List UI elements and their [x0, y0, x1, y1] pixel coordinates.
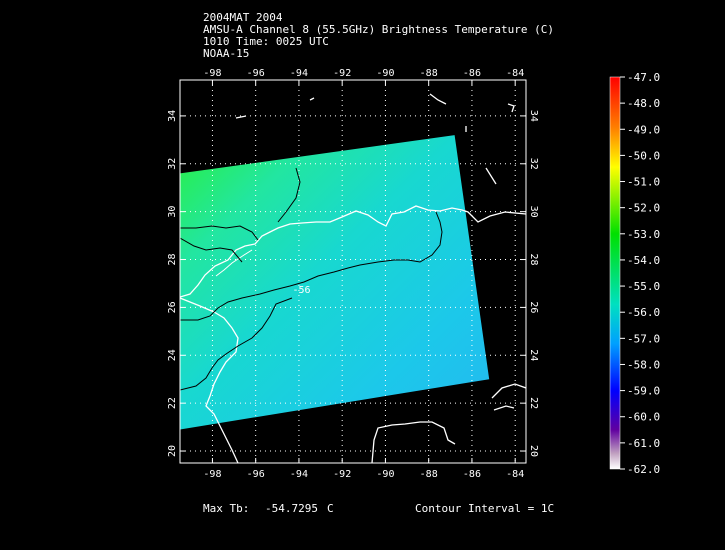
lon-label-top: -94 [290, 68, 308, 79]
colorbar-label: -48.0 [627, 97, 660, 110]
colorbar-label: -57.0 [627, 332, 660, 345]
lon-label-bottom: -98 [203, 469, 221, 480]
lon-label-bottom: -86 [463, 469, 481, 480]
colorbar-label: -47.0 [627, 71, 660, 84]
colorbar-label: -55.0 [627, 280, 660, 293]
lat-label-left: 24 [167, 349, 178, 361]
lon-label-bottom: -92 [333, 469, 351, 480]
colorbar-label: -61.0 [627, 437, 660, 450]
header-line-3: 1010 Time: 0025 UTC [203, 35, 329, 48]
lat-label-left: 32 [167, 158, 178, 170]
max-unit: C [327, 502, 334, 515]
lat-label-left: 26 [167, 301, 178, 313]
lat-label-right: 22 [528, 397, 539, 409]
lon-label-top: -84 [506, 68, 524, 79]
colorbar-ticks [620, 76, 625, 470]
lon-label-top: -88 [420, 68, 438, 79]
lon-label-bottom: -88 [420, 469, 438, 480]
lat-label-right: 20 [528, 445, 539, 457]
lat-label-right: 28 [528, 254, 539, 266]
lat-label-right: 24 [528, 349, 539, 361]
max-value: -54.7295 [265, 502, 318, 515]
colorbar-label: -60.0 [627, 411, 660, 424]
lon-label-top: -86 [463, 68, 481, 79]
lat-label-left: 28 [167, 254, 178, 266]
header-line-1: 2004MAT 2004 [203, 11, 283, 24]
colorbar [609, 76, 621, 470]
lon-label-top: -96 [247, 68, 265, 79]
lon-label-top: -92 [333, 68, 351, 79]
lon-label-top: -98 [203, 68, 221, 79]
colorbar-label: -54.0 [627, 254, 660, 267]
colorbar-label: -59.0 [627, 385, 660, 398]
colorbar-label: -56.0 [627, 306, 660, 319]
map-ticks [180, 80, 526, 463]
header-line-2: AMSU-A Channel 8 (55.5GHz) Brightness Te… [203, 23, 554, 36]
header-line-4: NOAA-15 [203, 47, 250, 60]
lat-label-left: 34 [167, 110, 178, 122]
colorbar-label: -49.0 [627, 123, 660, 136]
map-frame [179, 79, 527, 464]
colorbar-label: -62.0 [627, 463, 660, 476]
lat-label-right: 32 [528, 158, 539, 170]
lon-label-bottom: -84 [506, 469, 524, 480]
colorbar-label: -58.0 [627, 358, 660, 371]
colorbar-label: -53.0 [627, 228, 660, 241]
colorbar-label: -50.0 [627, 149, 660, 162]
lat-label-right: 26 [528, 301, 539, 313]
contour-lines [180, 167, 443, 391]
lat-label-left: 30 [167, 206, 178, 218]
contour-interval: Contour Interval = 1C [415, 502, 555, 515]
contour-label: -56 [292, 285, 310, 296]
max-label: Max Tb: [203, 502, 250, 515]
lat-label-right: 30 [528, 206, 539, 218]
satellite-swath [180, 135, 490, 430]
colorbar-labels: -47.0 -48.0 -49.0 -50.0 -51.0 -52.0 -53.0 -54.0… [627, 71, 660, 476]
lon-label-bottom: -96 [247, 469, 265, 480]
lon-label-top: -90 [376, 68, 394, 79]
lat-label-right: 34 [528, 110, 539, 122]
lon-label-bottom: -94 [290, 469, 308, 480]
map-tick-labels: -98 -98 -96 -96 -94 -94 -92 -92 -90 -90 -88 -88 -86 -… [167, 68, 539, 480]
colorbar-label: -52.0 [627, 202, 660, 215]
lat-label-left: 20 [167, 445, 178, 457]
lon-label-bottom: -90 [376, 469, 394, 480]
lat-label-left: 22 [167, 397, 178, 409]
coastline [180, 93, 526, 463]
colorbar-label: -51.0 [627, 176, 660, 189]
